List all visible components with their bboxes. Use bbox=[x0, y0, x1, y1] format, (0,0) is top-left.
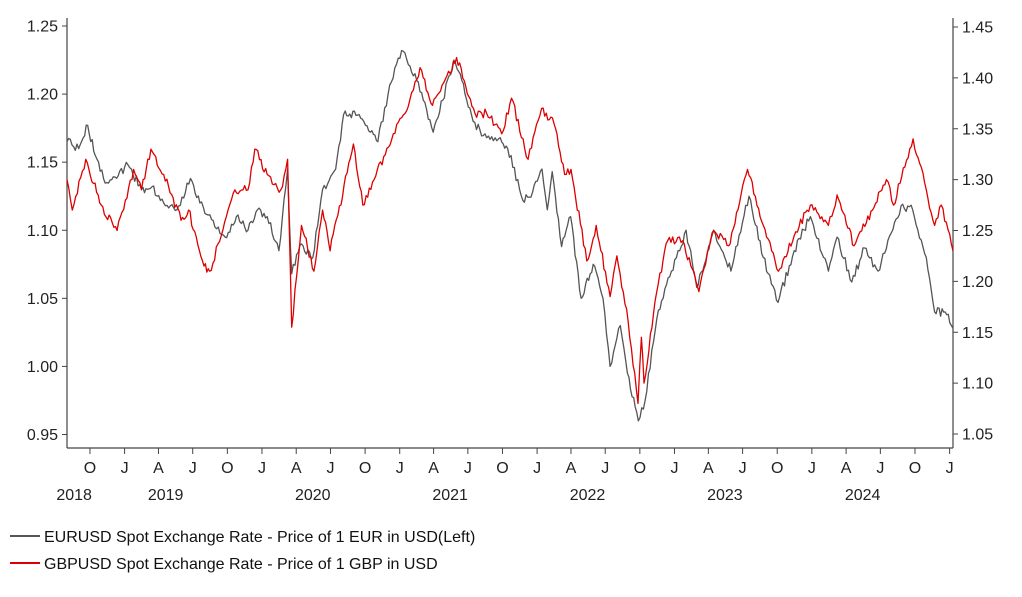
x-month-label: O bbox=[909, 460, 921, 477]
x-month-label: J bbox=[601, 460, 609, 477]
x-year-label: 2020 bbox=[295, 487, 331, 504]
plot-frame bbox=[66, 18, 954, 449]
left-tick-label: 1.05 bbox=[27, 291, 58, 308]
right-tick-label: 1.35 bbox=[962, 121, 993, 138]
left-tick-label: 1.20 bbox=[27, 87, 58, 104]
right-tick-label: 1.20 bbox=[962, 274, 993, 291]
x-month-label: O bbox=[84, 460, 96, 477]
x-month-label: A bbox=[703, 460, 714, 477]
x-month-label: J bbox=[946, 460, 954, 477]
x-month-label: O bbox=[496, 460, 508, 477]
x-month-label: J bbox=[464, 460, 472, 477]
x-month-label: J bbox=[808, 460, 816, 477]
right-tick-label: 1.10 bbox=[962, 376, 993, 393]
left-tick-label: 1.00 bbox=[27, 359, 58, 376]
x-month-label: J bbox=[739, 460, 747, 477]
right-tick-label: 1.30 bbox=[962, 172, 993, 189]
x-month-label: A bbox=[841, 460, 852, 477]
left-tick-label: 1.15 bbox=[27, 155, 58, 172]
x-year-label: 2018 bbox=[56, 487, 92, 504]
left-tick-label: 1.25 bbox=[27, 19, 58, 36]
x-year-label: 2022 bbox=[570, 487, 606, 504]
x-year-label: 2021 bbox=[432, 487, 468, 504]
x-month-label: A bbox=[153, 460, 164, 477]
x-year-label: 2023 bbox=[707, 487, 743, 504]
x-month-label: J bbox=[670, 460, 678, 477]
x-month-label: J bbox=[121, 460, 129, 477]
legend-label-eurusd: EURUSD Spot Exchange Rate - Price of 1 E… bbox=[44, 529, 475, 546]
right-tick-label: 1.25 bbox=[962, 223, 993, 240]
x-month-label: O bbox=[221, 460, 233, 477]
x-axis: O J A J O J A J O J A J O J A J O J A J O J A J O J 2018 2019 2020 20… bbox=[56, 448, 954, 504]
right-tick-label: 1.40 bbox=[962, 70, 993, 87]
left-y-axis: 1.25 1.20 1.15 1.10 1.05 1.00 0.95 bbox=[27, 19, 67, 444]
eurusd-series-line bbox=[66, 49, 954, 422]
x-month-label: J bbox=[189, 460, 197, 477]
gbpusd-series-line bbox=[66, 56, 954, 405]
x-month-label: J bbox=[258, 460, 266, 477]
x-month-label: A bbox=[566, 460, 577, 477]
legend-label-gbpusd: GBPUSD Spot Exchange Rate - Price of 1 G… bbox=[44, 556, 438, 573]
x-month-label: A bbox=[428, 460, 439, 477]
x-month-label: O bbox=[634, 460, 646, 477]
right-tick-label: 1.15 bbox=[962, 325, 993, 342]
x-month-label: J bbox=[396, 460, 404, 477]
left-tick-label: 1.10 bbox=[27, 223, 58, 240]
legend: EURUSD Spot Exchange Rate - Price of 1 E… bbox=[10, 529, 475, 573]
right-tick-label: 1.45 bbox=[962, 20, 993, 37]
left-tick-label: 0.95 bbox=[27, 427, 58, 444]
x-month-label: J bbox=[533, 460, 541, 477]
x-month-label: O bbox=[359, 460, 371, 477]
x-month-label: A bbox=[291, 460, 302, 477]
x-year-label: 2019 bbox=[148, 487, 184, 504]
x-month-label: O bbox=[771, 460, 783, 477]
right-y-axis: 1.45 1.40 1.35 1.30 1.25 1.20 1.15 1.10 1.05 bbox=[953, 20, 993, 444]
x-year-label: 2024 bbox=[845, 487, 881, 504]
x-month-label: J bbox=[876, 460, 884, 477]
series-layer bbox=[66, 49, 954, 422]
x-month-label: J bbox=[326, 460, 334, 477]
right-tick-label: 1.05 bbox=[962, 427, 993, 444]
